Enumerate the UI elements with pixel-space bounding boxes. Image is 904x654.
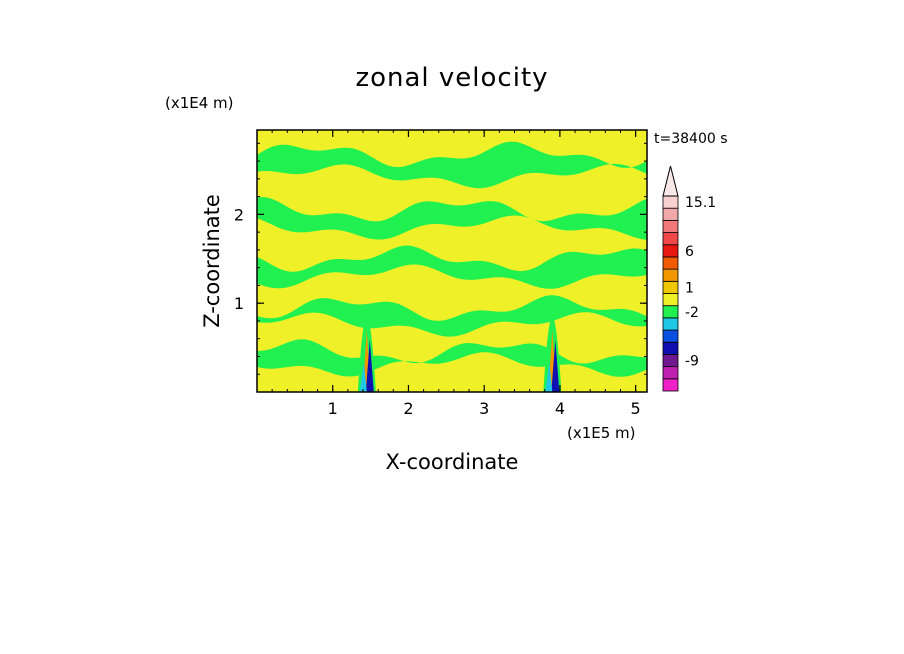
plot-area bbox=[257, 130, 647, 392]
colorbar-label: 1 bbox=[685, 280, 694, 296]
x-tick-label: 1 bbox=[328, 399, 338, 418]
colorbar-swatch bbox=[662, 244, 679, 258]
colorbar-extension-arrow bbox=[662, 165, 679, 197]
negative-band bbox=[257, 245, 647, 289]
negative-band bbox=[257, 197, 647, 240]
negative-band bbox=[257, 295, 647, 337]
colorbar-swatch bbox=[662, 195, 679, 209]
mountain-wave-negative bbox=[551, 340, 560, 392]
time-label: t=38400 s bbox=[654, 131, 728, 147]
negative-band bbox=[257, 339, 647, 377]
y-unit-label: (x1E4 m) bbox=[165, 94, 234, 112]
x-tick-label: 2 bbox=[403, 399, 413, 418]
negative-band bbox=[257, 141, 647, 189]
y-axis-label: Z-coordinate bbox=[200, 194, 224, 328]
y-tick-label: 2 bbox=[234, 205, 244, 224]
mountain-wave-weak bbox=[545, 362, 553, 392]
colorbar-swatch bbox=[662, 232, 679, 246]
x-tick-label: 5 bbox=[631, 399, 641, 418]
colorbar-swatch bbox=[662, 256, 679, 270]
colorbar-swatch bbox=[662, 378, 679, 392]
chart-title: zonal velocity bbox=[355, 63, 548, 93]
mountain-wave-negative bbox=[365, 340, 374, 392]
colorbar-label: -2 bbox=[685, 305, 699, 321]
plot-frame bbox=[256, 129, 648, 393]
mountain-wave-weak bbox=[359, 362, 367, 392]
colorbar-label: 15.1 bbox=[685, 195, 716, 211]
colorbar-swatch bbox=[662, 329, 679, 343]
y-axis: 12 bbox=[234, 142, 647, 375]
x-axis: 1 2 3 4 5 bbox=[271, 130, 641, 418]
x-tick-label: 4 bbox=[555, 399, 565, 418]
x-tick-label: 3 bbox=[479, 399, 489, 418]
x-unit-label: (x1E5 m) bbox=[567, 424, 636, 442]
negative-bands bbox=[257, 141, 647, 377]
y-tick-label: 1 bbox=[234, 294, 244, 313]
colorbar-swatch bbox=[662, 317, 679, 331]
colorbar-swatch bbox=[662, 354, 679, 368]
colorbar-label: -9 bbox=[685, 354, 699, 370]
colorbar-swatch bbox=[662, 268, 679, 282]
colorbar-label: 6 bbox=[685, 244, 694, 260]
colorbar-swatch bbox=[662, 366, 679, 380]
colorbar-swatch bbox=[662, 305, 679, 319]
colorbar-swatch bbox=[662, 280, 679, 294]
colorbar-swatch bbox=[662, 293, 679, 307]
colorbar: 15.1 6 1 -2 -9 bbox=[662, 165, 716, 392]
x-axis-label: X-coordinate bbox=[386, 450, 519, 474]
colorbar-swatch bbox=[662, 219, 679, 233]
colorbar-swatch bbox=[662, 341, 679, 355]
mountain-features bbox=[357, 317, 562, 392]
colorbar-swatch bbox=[662, 207, 679, 221]
